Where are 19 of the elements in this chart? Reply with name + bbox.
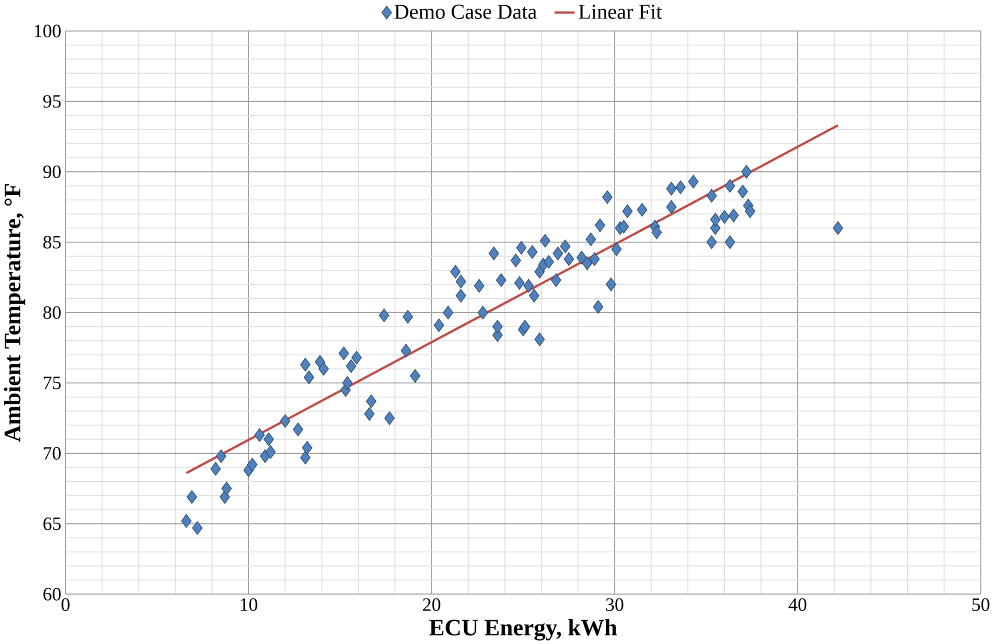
- x-tick-label: 50: [972, 598, 990, 611]
- x-tick-label: 0: [62, 598, 70, 611]
- y-tick-label: 95: [43, 94, 61, 108]
- legend-label: Demo Case Data: [394, 4, 537, 19]
- x-axis-title: ECU Energy, kWh: [429, 618, 617, 640]
- y-tick-label: 70: [44, 446, 61, 460]
- y-tick-label: 65: [43, 517, 61, 530]
- x-tick-label: 10: [240, 598, 258, 611]
- y-tick-label: 80: [43, 306, 61, 319]
- y-tick-label: 100: [34, 24, 61, 38]
- x-tick-label: 30: [606, 598, 624, 611]
- y-tick-label: 90: [43, 165, 61, 178]
- x-tick-label: 20: [423, 598, 440, 611]
- x-tick-label: 40: [788, 598, 806, 611]
- y-axis-title: Ambient Temperature, °F: [4, 184, 26, 442]
- y-tick-label: 75: [44, 376, 61, 390]
- y-tick-label: 60: [43, 588, 61, 600]
- y-tick-label: 85: [43, 236, 61, 248]
- legend-label: Linear Fit: [578, 4, 662, 19]
